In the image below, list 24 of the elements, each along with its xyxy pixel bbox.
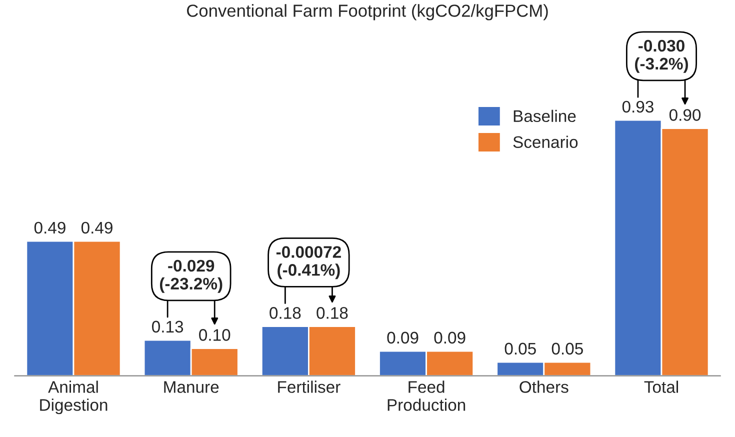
data-label: 0.05 (504, 342, 536, 355)
chart-title: Conventional Farm Footprint (kgCO2/kgFPCM) (187, 4, 548, 20)
legend-label: Scenario (513, 136, 578, 148)
x-tick-label: Feed Production (388, 380, 466, 411)
annotation: -0.029 (-23.2%) (160, 260, 222, 293)
data-label: 0.09 (387, 332, 418, 344)
data-label: 0.18 (316, 307, 348, 319)
annotation: -0.00072 (-0.41%) (276, 246, 341, 280)
data-label: 0.09 (434, 332, 466, 344)
x-tick-label: Animal Digestion (40, 380, 108, 414)
x-tick-label: Others (520, 380, 568, 393)
data-label: 0.90 (669, 109, 701, 121)
data-label: 0.49 (34, 222, 66, 234)
x-tick-label: Manure (164, 381, 219, 393)
data-label: 0.18 (270, 307, 301, 319)
x-tick-label: Fertiliser (278, 380, 340, 393)
data-label: 0.93 (622, 100, 654, 113)
data-label: 0.13 (152, 320, 184, 333)
legend-label: Baseline (514, 110, 576, 122)
data-label: 0.49 (81, 222, 112, 234)
data-label: 0.05 (552, 342, 583, 355)
x-tick-label: Total (644, 380, 678, 393)
text: -0.030 (-3.2%) (635, 40, 688, 73)
data-label: 0.10 (199, 329, 230, 341)
